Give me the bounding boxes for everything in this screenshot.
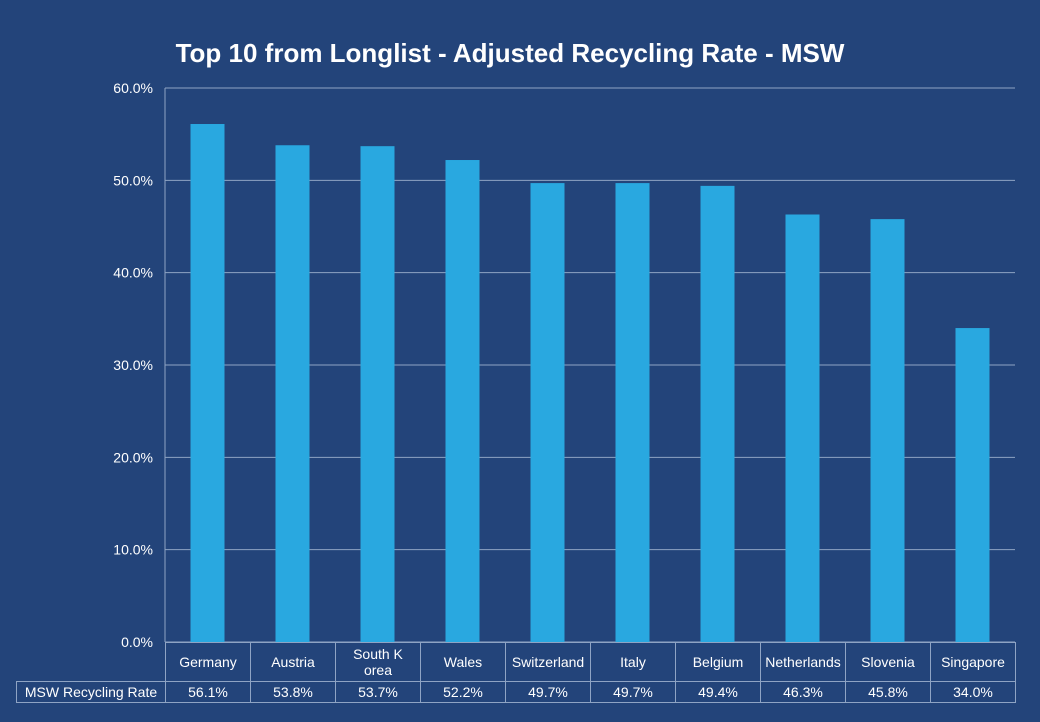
bar (190, 124, 225, 642)
bar (445, 160, 480, 642)
category-label-text: Italy (620, 654, 646, 670)
data-label: 49.7% (590, 681, 676, 703)
bar (530, 183, 565, 642)
bar (955, 328, 990, 642)
y-tick-label: 20.0% (113, 449, 153, 465)
data-label: 53.7% (335, 681, 421, 703)
category-label: Wales (420, 642, 506, 682)
data-label: 49.4% (675, 681, 761, 703)
data-label: 53.8% (250, 681, 336, 703)
category-label-text: Slovenia (861, 654, 915, 670)
series-name: MSW Recycling Rate (16, 681, 166, 703)
category-label: Germany (165, 642, 251, 682)
category-label: Switzerland (505, 642, 591, 682)
y-tick-label: 60.0% (113, 80, 153, 96)
bar (275, 145, 310, 642)
data-label: 52.2% (420, 681, 506, 703)
data-label: 45.8% (845, 681, 931, 703)
category-label-text: Austria (271, 654, 315, 670)
data-label: 46.3% (760, 681, 846, 703)
category-label: South Korea (335, 642, 421, 682)
category-label-text: Wales (443, 654, 483, 670)
bar (870, 219, 905, 642)
value-row: MSW Recycling Rate 56.1% 53.8% 53.7% 52.… (16, 681, 1016, 703)
y-tick-label: 30.0% (113, 357, 153, 373)
bar (360, 146, 395, 643)
bar (700, 185, 735, 642)
data-table: Germany Austria South Korea Wales Switze… (16, 642, 1016, 703)
category-label-text: Netherlands (765, 654, 841, 670)
category-label: Belgium (675, 642, 761, 682)
bar (785, 214, 820, 642)
data-label: 34.0% (930, 681, 1016, 703)
category-label-text: Switzerland (511, 654, 585, 670)
category-label: Singapore (930, 642, 1016, 682)
bar (615, 183, 650, 642)
category-label-text: Germany (179, 654, 237, 670)
category-label-text: Singapore (941, 654, 1005, 670)
table-corner (16, 642, 166, 682)
data-label: 56.1% (165, 681, 251, 703)
category-label: Italy (590, 642, 676, 682)
category-label: Austria (250, 642, 336, 682)
category-row: Germany Austria South Korea Wales Switze… (16, 642, 1016, 682)
y-tick-label: 10.0% (113, 542, 153, 558)
category-label-text: South Korea (353, 646, 403, 678)
category-label-text: Belgium (692, 654, 744, 670)
data-label: 49.7% (505, 681, 591, 703)
category-label: Netherlands (760, 642, 846, 682)
y-tick-label: 40.0% (113, 265, 153, 281)
category-label: Slovenia (845, 642, 931, 682)
chart-title: Top 10 from Longlist - Adjusted Recyclin… (175, 38, 845, 68)
y-tick-label: 50.0% (113, 172, 153, 188)
